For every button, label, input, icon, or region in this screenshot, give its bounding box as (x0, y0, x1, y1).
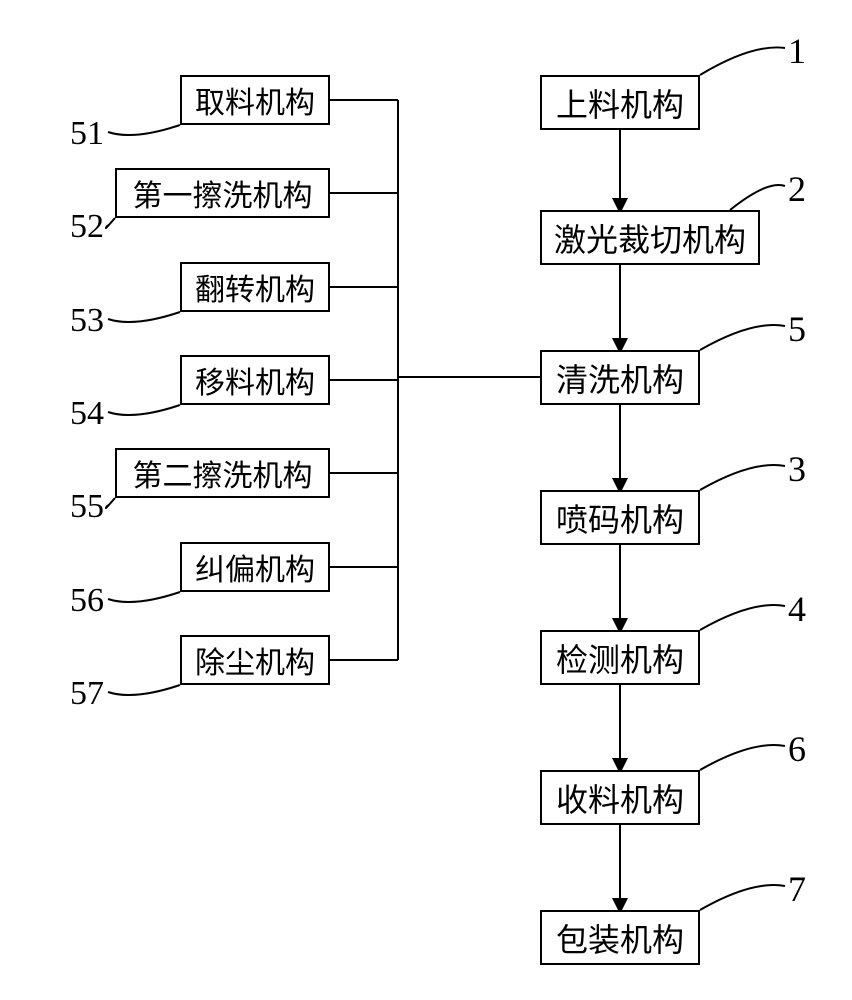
left-node-l53: 翻转机构 (180, 262, 330, 312)
left-label-l55: 55 (70, 488, 104, 526)
right-node-n1: 上料机构 (540, 75, 700, 130)
right-node-n1-text: 上料机构 (556, 80, 684, 126)
right-node-n4-text: 检测机构 (556, 635, 684, 681)
left-node-l55: 第二擦洗机构 (115, 448, 330, 498)
left-label-l57: 57 (70, 675, 104, 713)
left-label-l52: 52 (70, 208, 104, 246)
left-node-l56: 纠偏机构 (180, 542, 330, 592)
right-node-n7-text: 包装机构 (556, 915, 684, 961)
right-node-n4: 检测机构 (540, 630, 700, 685)
left-label-l51: 51 (70, 115, 104, 153)
diagram-canvas: 上料机构 1 激光裁切机构 2 清洗机构 5 喷码机构 3 检测机构 4 收料机构 6 包装机构 7 取料机… (0, 0, 852, 1000)
right-node-n6-text: 收料机构 (556, 775, 684, 821)
right-label-n5: 5 (788, 308, 806, 350)
left-node-l54: 移料机构 (180, 355, 330, 405)
right-label-n7: 7 (788, 868, 806, 910)
right-node-n7: 包装机构 (540, 910, 700, 965)
right-label-n4: 4 (788, 588, 806, 630)
left-node-l57-text: 除尘机构 (195, 638, 315, 682)
left-label-l53: 53 (70, 302, 104, 340)
right-label-n2: 2 (788, 168, 806, 210)
right-node-n3: 喷码机构 (540, 490, 700, 545)
left-node-l54-text: 移料机构 (195, 358, 315, 402)
left-label-l56: 56 (70, 582, 104, 620)
right-node-n2-text: 激光裁切机构 (554, 215, 746, 261)
left-node-l53-text: 翻转机构 (195, 265, 315, 309)
left-node-l52: 第一擦洗机构 (115, 168, 330, 218)
left-node-l57: 除尘机构 (180, 635, 330, 685)
right-node-n6: 收料机构 (540, 770, 700, 825)
left-node-l55-text: 第二擦洗机构 (133, 451, 313, 495)
right-label-n6: 6 (788, 728, 806, 770)
right-node-n5-text: 清洗机构 (556, 355, 684, 401)
right-label-n1: 1 (788, 30, 806, 72)
left-node-l51-text: 取料机构 (195, 78, 315, 122)
left-label-l54: 54 (70, 395, 104, 433)
right-label-n3: 3 (788, 448, 806, 490)
left-node-l51: 取料机构 (180, 75, 330, 125)
connector-svg (0, 0, 852, 1000)
right-node-n2: 激光裁切机构 (540, 210, 760, 265)
right-node-n3-text: 喷码机构 (556, 495, 684, 541)
left-node-l56-text: 纠偏机构 (195, 545, 315, 589)
left-node-l52-text: 第一擦洗机构 (133, 171, 313, 215)
right-node-n5: 清洗机构 (540, 350, 700, 405)
